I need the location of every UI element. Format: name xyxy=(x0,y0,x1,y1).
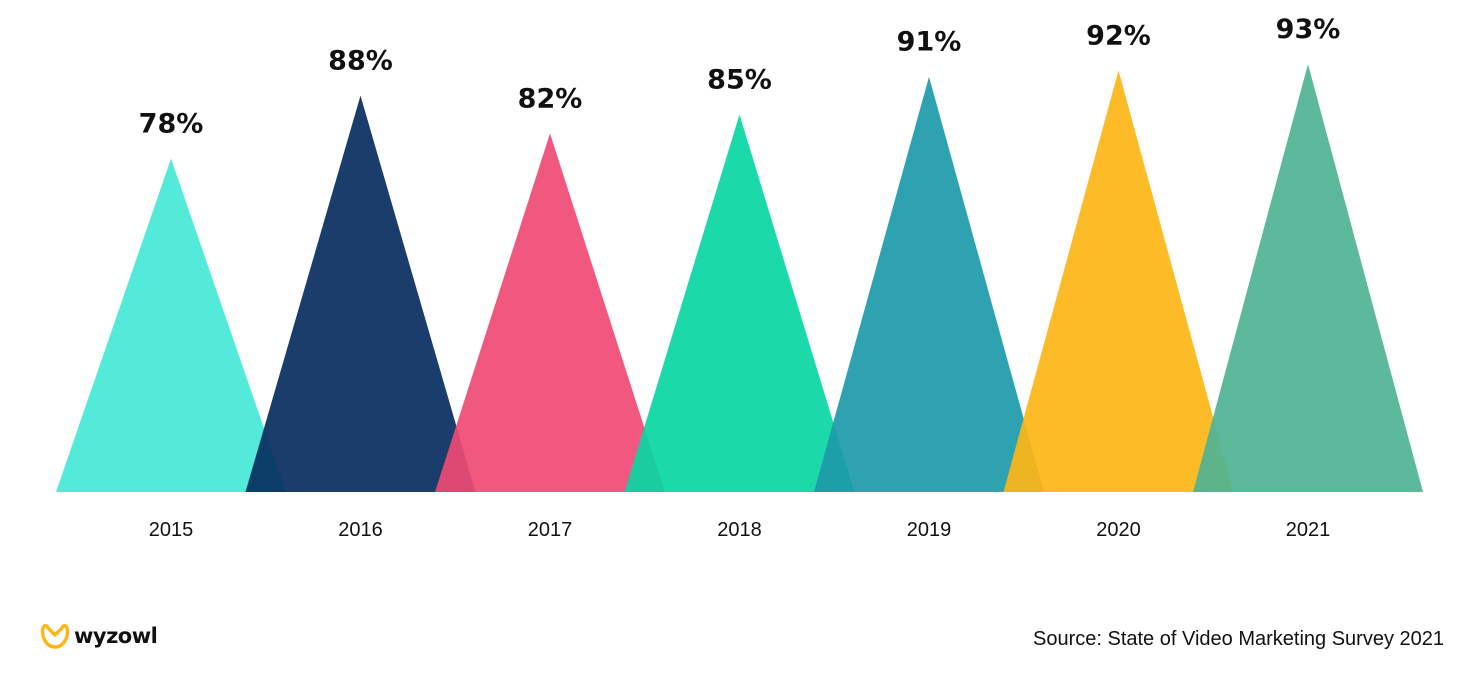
chart-marks xyxy=(56,64,1423,493)
value-label-2021: 93% xyxy=(1276,14,1341,45)
tick-label-2019: 2019 xyxy=(907,519,952,541)
value-label-2015: 78% xyxy=(139,109,204,140)
tick-label-2015: 2015 xyxy=(149,519,194,541)
tick-label-2021: 2021 xyxy=(1286,519,1331,541)
value-label-2016: 88% xyxy=(328,46,393,77)
wyzowl-logo-icon xyxy=(40,624,70,649)
brand-name: wyzowl xyxy=(74,624,158,648)
tick-label-2016: 2016 xyxy=(338,519,383,541)
triangle-bar-2021 xyxy=(1193,64,1423,492)
tick-label-2017: 2017 xyxy=(528,519,573,541)
source-note: Source: State of Video Marketing Survey … xyxy=(1033,628,1444,650)
triangle-bar-2019 xyxy=(814,76,1044,492)
triangle-bar-2020 xyxy=(1003,70,1234,493)
value-label-2020: 92% xyxy=(1086,20,1151,51)
value-label-2017: 82% xyxy=(518,83,583,114)
triangle-bar-2015 xyxy=(56,158,286,492)
triangle-bar-2016 xyxy=(245,95,476,492)
triangle-bar-2017 xyxy=(435,133,665,492)
brand-logo: wyzowl xyxy=(40,622,158,650)
triangle-bar-chart: 78%88%82%85%91% 92% 93% 2015 2016 2017 2018 20… xyxy=(56,14,1423,541)
value-labels: 78% 88% 82% 85% 91% 92% 93% xyxy=(139,14,1341,140)
x-tick-labels: 2015 2016 2017 2018 2019 2020 2021 xyxy=(149,519,1331,541)
value-label-2019: 91% xyxy=(897,27,962,58)
triangle-bar-2018 xyxy=(624,114,855,492)
tick-label-2020: 2020 xyxy=(1096,519,1141,541)
value-label-2018: 85% xyxy=(707,65,772,96)
tick-label-2018: 2018 xyxy=(717,519,762,541)
